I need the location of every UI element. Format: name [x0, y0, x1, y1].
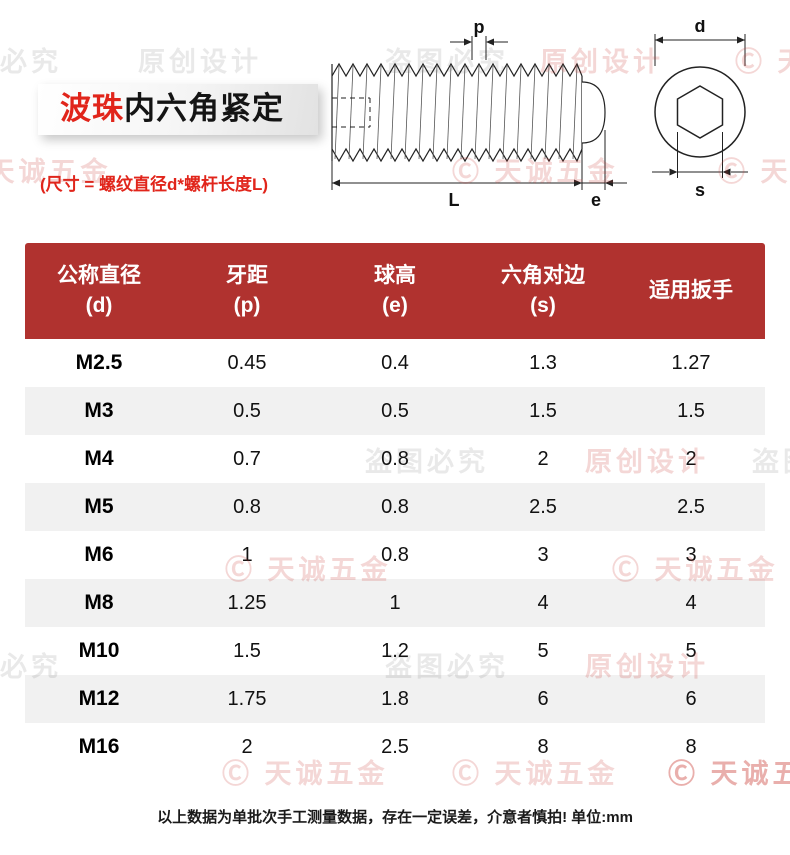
- table-cell: 2: [241, 735, 253, 758]
- table-cell: 1.27: [671, 351, 711, 374]
- table-cell: 4: [685, 591, 697, 614]
- table-cell: 3: [537, 543, 549, 566]
- table-cell: 1.8: [381, 687, 409, 710]
- dim-label-d: d: [695, 20, 706, 36]
- page-title-rest: 内六角紧定: [124, 91, 284, 126]
- table-cell-size: M8: [84, 591, 114, 614]
- table-cell: 0.8: [381, 543, 409, 566]
- table-row: M2.5 0.45 0.4 1.3 1.27: [25, 339, 765, 387]
- hex-socket-hidden-lines: [332, 97, 371, 128]
- table-cell: 1.2: [381, 639, 409, 662]
- title-banner: 波珠内六角紧定: [38, 84, 318, 136]
- header-cell: 适用扳手: [649, 278, 733, 302]
- dim-label-e: e: [591, 190, 601, 210]
- table-cell: 6: [537, 687, 549, 710]
- watermark-text: 原创设计: [138, 47, 262, 77]
- table-cell-size: M5: [84, 495, 114, 518]
- table-cell: 6: [685, 687, 697, 710]
- header-cell: 牙距 (p): [226, 263, 268, 317]
- table-cell: 0.5: [233, 399, 261, 422]
- header-cell: 六角对边 (s): [501, 263, 585, 317]
- table-row: M3 0.5 0.5 1.5 1.5: [25, 387, 765, 435]
- table-cell: 1: [241, 543, 253, 566]
- header-cell: 球高 (e): [374, 263, 416, 317]
- table-cell: 1: [389, 591, 401, 614]
- table-cell: 0.4: [381, 351, 409, 374]
- dim-label-p: p: [474, 20, 485, 37]
- page-title-accent: 波珠: [60, 91, 124, 126]
- table-cell: 0.5: [381, 399, 409, 422]
- table-cell: 2.5: [529, 495, 557, 518]
- dimension-diameter: [654, 34, 746, 66]
- table-row: M10 1.5 1.2 5 5: [25, 627, 765, 675]
- table-cell: 8: [685, 735, 697, 758]
- screw-drawing-svg: p L e: [331, 20, 748, 210]
- table-cell: 1.5: [677, 399, 705, 422]
- table-row: M16 2 2.5 8 8: [25, 723, 765, 771]
- table-cell: 2: [685, 447, 697, 470]
- page-title: 波珠内六角紧定: [60, 91, 284, 126]
- dimension-length: [331, 149, 583, 190]
- watermark-text: 盗图必究: [0, 47, 62, 77]
- size-note: (尺寸 = 螺纹直径d*螺杆长度L): [40, 175, 269, 194]
- table-cell: 0.45: [227, 351, 267, 374]
- table-row: M4 0.7 0.8 2 2: [25, 435, 765, 483]
- table-cell: 1.75: [227, 687, 267, 710]
- footer-note: 以上数据为单批次手工测量数据，存在一定误差，介意者慎拍! 单位:mm: [157, 809, 633, 826]
- table-cell: 5: [685, 639, 697, 662]
- dimension-ball-height: [582, 130, 627, 190]
- header-cell: 公称直径 (d): [57, 263, 141, 317]
- table-cell-size: M6: [84, 543, 114, 566]
- table-cell: 1.5: [529, 399, 557, 422]
- table-cell-size: M2.5: [75, 351, 123, 374]
- table-cell: 0.8: [233, 495, 261, 518]
- table-body: M2.5 0.45 0.4 1.3 1.27 M3 0.5 0.5 1.5 1.5 M4 0.7 0.8…: [25, 339, 765, 771]
- spec-table: 公称直径 (d) 牙距 (p) 球高 (e) 六角对边 (s) 适用扳手 M2.5 0.45 0.4…: [25, 243, 765, 771]
- dimension-hex-flats: [652, 132, 748, 178]
- table-header: 公称直径 (d) 牙距 (p) 球高 (e) 六角对边 (s) 适用扳手: [25, 243, 765, 339]
- table-cell-size: M10: [78, 639, 120, 662]
- table-cell: 0.8: [381, 495, 409, 518]
- table-cell: 0.8: [381, 447, 409, 470]
- table-cell: 1.3: [529, 351, 557, 374]
- table-row: M12 1.75 1.8 6 6: [25, 675, 765, 723]
- table-row: M6 1 0.8 3 3: [25, 531, 765, 579]
- table-cell-size: M16: [78, 735, 120, 758]
- dim-label-s: s: [695, 180, 705, 200]
- table-cell-size: M3: [84, 399, 114, 422]
- dimension-pitch: [450, 36, 508, 60]
- table-row: M5 0.8 0.8 2.5 2.5: [25, 483, 765, 531]
- table-cell: 8: [537, 735, 549, 758]
- dim-label-L: L: [449, 190, 460, 210]
- table-cell: 5: [537, 639, 549, 662]
- table-cell: 2.5: [381, 735, 409, 758]
- table-cell: 0.7: [233, 447, 261, 470]
- tech-drawing: p L e: [320, 20, 780, 220]
- table-row: M8 1.25 1 4 4: [25, 579, 765, 627]
- table-cell: 2: [537, 447, 549, 470]
- screw-side-view: [331, 62, 606, 163]
- table-cell: 2.5: [677, 495, 705, 518]
- table-cell: 4: [537, 591, 549, 614]
- table-cell: 1.25: [227, 591, 267, 614]
- table-cell: 1.5: [233, 639, 261, 662]
- table-cell-size: M4: [84, 447, 114, 470]
- table-cell-size: M12: [78, 687, 120, 710]
- screw-front-view: [654, 66, 746, 158]
- table-cell: 3: [685, 543, 697, 566]
